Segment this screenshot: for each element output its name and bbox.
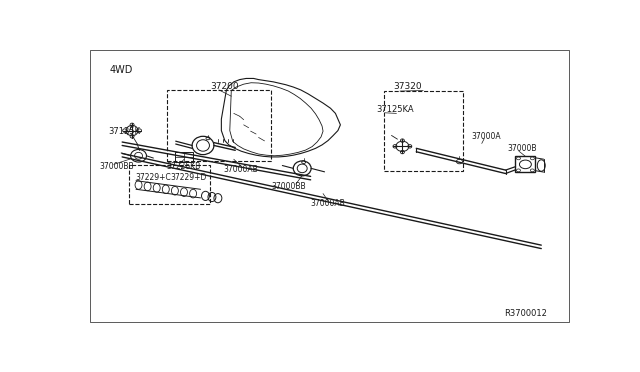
Text: 37000A: 37000A (472, 132, 502, 141)
Bar (129, 165, 211, 203)
Bar (175, 152, 193, 162)
Text: 37000BB: 37000BB (100, 162, 134, 171)
Text: 37320: 37320 (394, 82, 422, 91)
Bar (383, 91, 463, 171)
Text: 4WD: 4WD (110, 65, 133, 76)
Text: 37125K: 37125K (109, 126, 141, 136)
Text: 37000AB: 37000AB (224, 165, 259, 174)
Text: R3700012: R3700012 (504, 310, 547, 318)
Text: 37200: 37200 (210, 82, 239, 91)
Text: 37229+C: 37229+C (136, 173, 172, 182)
Text: 37229+D: 37229+D (170, 173, 207, 182)
Text: 37000BB: 37000BB (271, 182, 306, 191)
Text: 37226KB: 37226KB (167, 162, 201, 171)
Text: 37000AB: 37000AB (310, 199, 346, 208)
Text: 37125KA: 37125KA (376, 105, 414, 115)
Bar (515, 156, 535, 172)
Text: 37000B: 37000B (508, 144, 537, 153)
Bar (167, 90, 271, 161)
